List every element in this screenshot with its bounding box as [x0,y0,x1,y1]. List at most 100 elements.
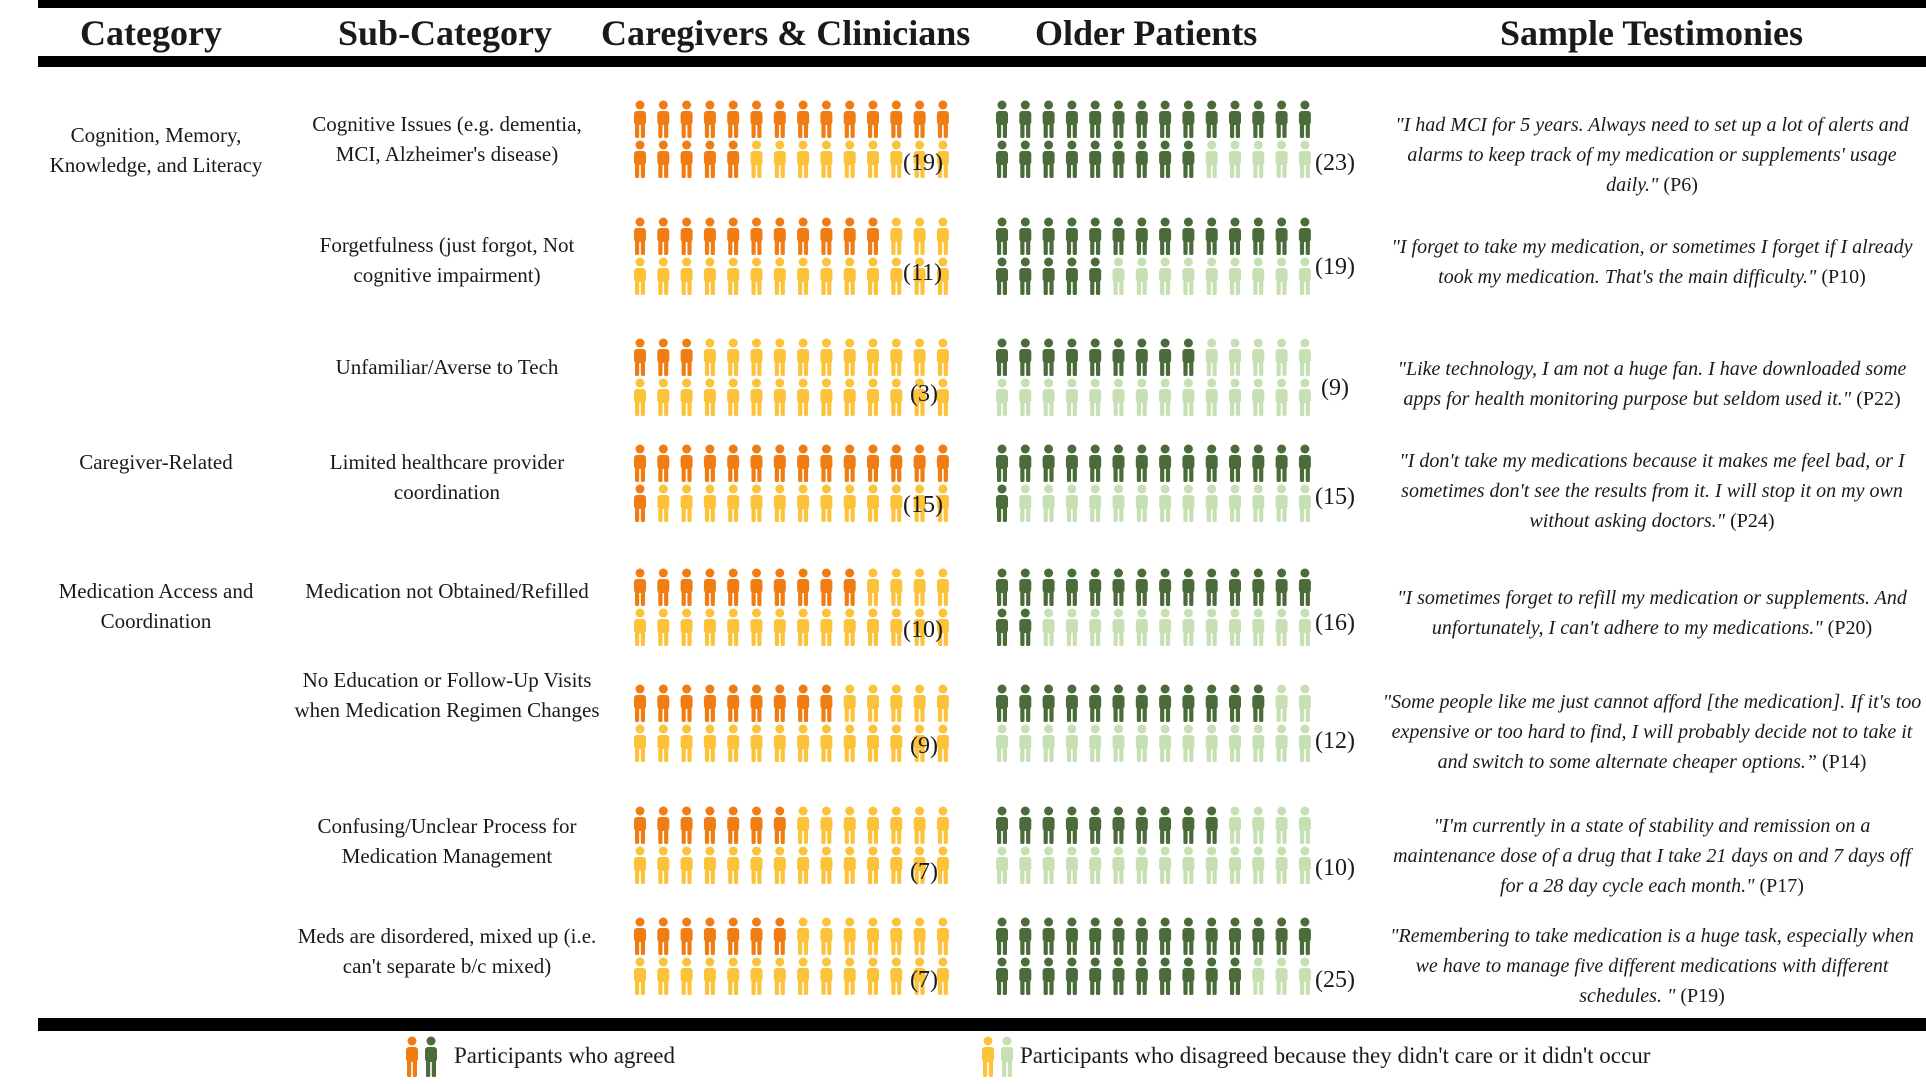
patient-icon-grid [992,568,1324,648]
person-icon [843,444,856,482]
testimony-quote: "I forget to take my medication, or some… [1391,236,1913,288]
person-icon [913,257,926,295]
person-icon [867,257,879,295]
person-icon [1229,608,1241,646]
person-icon [1112,568,1125,606]
person-icon [1229,100,1241,138]
legend-agreed-label: Participants who agreed [454,1043,675,1068]
person-icon [727,100,740,138]
person-icon [913,100,926,138]
person-icon [843,684,856,722]
person-icon [1065,684,1078,722]
sub-category-label: Limited healthcare provider coordination [329,450,565,504]
person-icon [1042,100,1055,138]
person-icon [1019,684,1032,722]
person-icon [1135,484,1148,522]
person-icon [820,378,833,416]
legend-agreed-icon [402,1035,442,1084]
person-icon [1275,684,1288,722]
person-icon [425,1036,437,1077]
person-icon [1205,378,1218,416]
person-icon [1089,140,1102,178]
person-icon [1298,608,1311,646]
caregiver-count: (10) [903,617,943,643]
person-icon [703,568,716,606]
person-icon [1112,338,1125,376]
person-icon [797,378,810,416]
footer-rule [38,1018,1926,1031]
person-icon [1229,484,1241,522]
person-icon [1205,957,1218,995]
sub-category-label: Confusing/Unclear Process for Medication… [317,814,577,868]
person-icon [657,100,670,138]
person-icon [1252,257,1265,295]
person-icon [1112,957,1125,995]
person-icon [1135,608,1148,646]
person-icon [1042,378,1055,416]
person-icon [1275,917,1288,955]
person-icon [773,846,786,884]
person-icon [750,684,763,722]
person-icon [797,257,810,295]
person-icon [634,608,646,646]
person-icon [996,378,1008,416]
person-icon [820,724,833,762]
header-caregivers: Caregivers & Clinicians [601,13,971,53]
person-icon [1275,100,1288,138]
person-icon [843,806,856,844]
person-icon [913,608,926,646]
person-icon [1205,806,1218,844]
person-icon [703,608,716,646]
participant-id: (P6) [1658,174,1698,196]
person-icon [982,1036,994,1077]
person-icon [657,608,670,646]
person-icon [1065,140,1078,178]
header-category: Category [80,13,222,53]
person-icon [1135,338,1148,376]
caregiver-count: (15) [903,492,943,518]
person-icon [890,806,903,844]
person-icon [1205,444,1218,482]
caregiver-icon-grid [630,444,962,524]
testimony: "I forget to take my medication, or some… [1382,232,1922,292]
caregiver-icon-grid [630,806,962,886]
person-icon [634,140,646,178]
person-icon [996,217,1008,255]
person-icon [727,917,740,955]
person-icon [1275,484,1288,522]
category-cognition: Cognition, Memory, Knowledge, and Litera… [49,123,263,177]
person-icon [890,217,903,255]
caregiver-count: (3) [910,381,938,407]
person-icon [680,217,693,255]
person-icon [773,957,786,995]
person-icon [996,338,1008,376]
person-icon [680,724,693,762]
person-icon [1159,846,1172,884]
person-icon [634,684,646,722]
person-icon [1042,917,1055,955]
person-icon [797,140,810,178]
person-icon [727,724,740,762]
person-icon [750,608,763,646]
person-icon [657,806,670,844]
person-icon [1112,257,1125,295]
person-icon [703,806,716,844]
person-icon [1135,100,1148,138]
person-icon [1042,724,1055,762]
person-icon [1159,608,1172,646]
patient-count: (19) [1315,254,1355,280]
person-icon [820,608,833,646]
person-icon [797,957,810,995]
person-icon [727,217,740,255]
person-icon [680,568,693,606]
person-icon [634,257,646,295]
person-icon [936,684,949,722]
caregiver-icon-grid [630,917,962,997]
person-icon [1298,338,1311,376]
category-medication-access: Medication Access and Coordination [58,579,254,633]
person-icon [1019,140,1032,178]
person-icon [1019,568,1032,606]
person-icon [1298,917,1311,955]
person-icon [1275,338,1288,376]
person-icon [773,484,786,522]
